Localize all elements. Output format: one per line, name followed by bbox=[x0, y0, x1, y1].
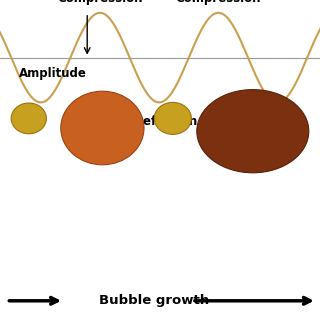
Ellipse shape bbox=[61, 91, 144, 165]
Text: Rarefaction: Rarefaction bbox=[121, 115, 198, 128]
Ellipse shape bbox=[11, 103, 46, 134]
Ellipse shape bbox=[154, 102, 191, 134]
Ellipse shape bbox=[197, 90, 309, 173]
Text: Compression: Compression bbox=[57, 0, 143, 5]
Text: Bubble growth: Bubble growth bbox=[99, 294, 209, 307]
Text: Amplitude: Amplitude bbox=[19, 67, 87, 80]
Text: Rarefaction: Rarefaction bbox=[223, 115, 300, 128]
Text: Compression: Compression bbox=[176, 0, 261, 5]
